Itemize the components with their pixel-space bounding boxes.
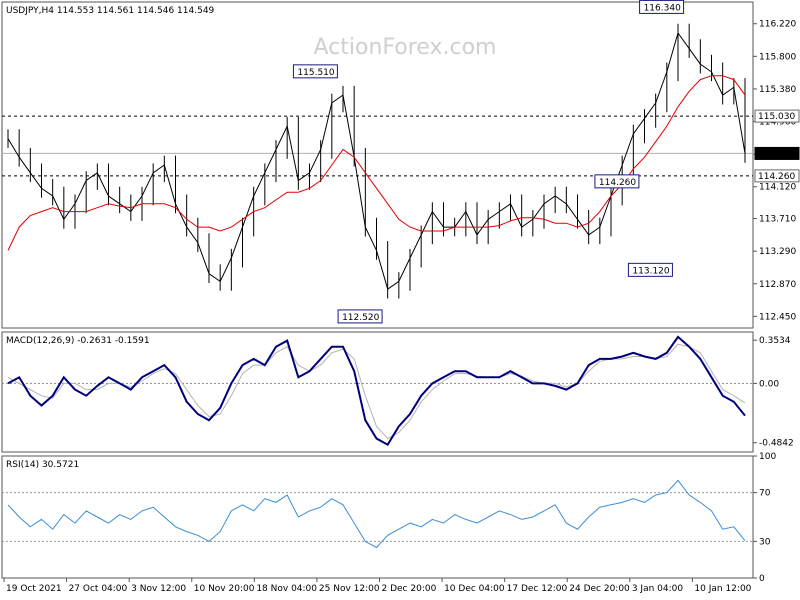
price-annotation-label: 112.520 [342,313,379,323]
macd-ytick-label: -0.4842 [759,439,794,449]
rsi-ytick-label: 100 [759,452,776,462]
x-tick-label: 10 Nov 20:00 [194,584,255,594]
price-annotation-label: 115.510 [297,68,334,78]
x-tick-label: 10 Jan 12:00 [694,584,751,594]
rsi-ytick-label: 70 [759,489,771,499]
x-tick-label: 17 Dec 12:00 [507,584,568,594]
x-tick-label: 19 Oct 2021 [6,584,62,594]
price-annotation-label: 116.340 [644,3,681,13]
price-annotation-label: 113.120 [632,266,669,276]
price-annotation-box [639,0,685,14]
panel-frame-2 [1,455,754,579]
panel-frame-1 [1,331,754,453]
panel-frame-0 [1,1,754,329]
price-hline-label: 115.030 [758,112,795,122]
price-hline-label: 114.549 [758,149,795,159]
price-ytick-label: 114.120 [759,183,796,193]
price-hline-tag [754,169,800,183]
price-ytick-label: 115.380 [759,85,796,95]
price-hline-label: 114.260 [758,172,795,182]
x-tick-label: 3 Nov 12:00 [131,584,186,594]
rsi-ytick-label: 0 [759,574,765,584]
price-close-line [7,31,746,291]
price-ytick-label: 112.450 [759,312,796,322]
price-hline-tag [754,109,800,123]
rsi-line [7,479,746,549]
price-annotation-box [337,309,383,324]
price-ytick-label: 112.870 [759,280,796,290]
macd-ytick-label: 0.3534 [759,336,791,346]
x-tick-label: 2 Dec 20:00 [382,584,437,594]
price-hline-tag [754,146,800,160]
x-tick-label: 25 Nov 12:00 [319,584,380,594]
price-annotation-box [594,174,640,189]
price-ytick-label: 113.710 [759,215,796,225]
price-ytick-label: 115.800 [759,52,796,62]
macd-signal-line [7,343,746,440]
x-tick-label: 18 Nov 04:00 [256,584,317,594]
x-tick-label: 27 Oct 04:00 [69,584,128,594]
price-ytick-label: 116.220 [759,20,796,30]
watermark: ActionForex.com [314,35,497,60]
price-annotation-box [292,64,338,79]
x-tick-label: 24 Dec 20:00 [569,584,630,594]
macd-line [7,335,746,447]
x-tick-label: 10 Dec 04:00 [444,584,505,594]
price-title: USDJPY,H4 114.553 114.561 114.546 114.54… [6,6,215,16]
price-ytick-label: 113.290 [759,247,796,257]
rsi-ytick-label: 30 [759,537,771,547]
price-annotation-box [627,262,673,277]
macd-ytick-label: 0.00 [759,379,779,389]
price-annotation-label: 114.260 [599,178,636,188]
x-tick-label: 3 Jan 04:00 [632,584,684,594]
macd-title: MACD(12,26,9) -0.2631 -0.1591 [6,336,150,346]
rsi-title: RSI(14) 30.5721 [6,460,79,470]
